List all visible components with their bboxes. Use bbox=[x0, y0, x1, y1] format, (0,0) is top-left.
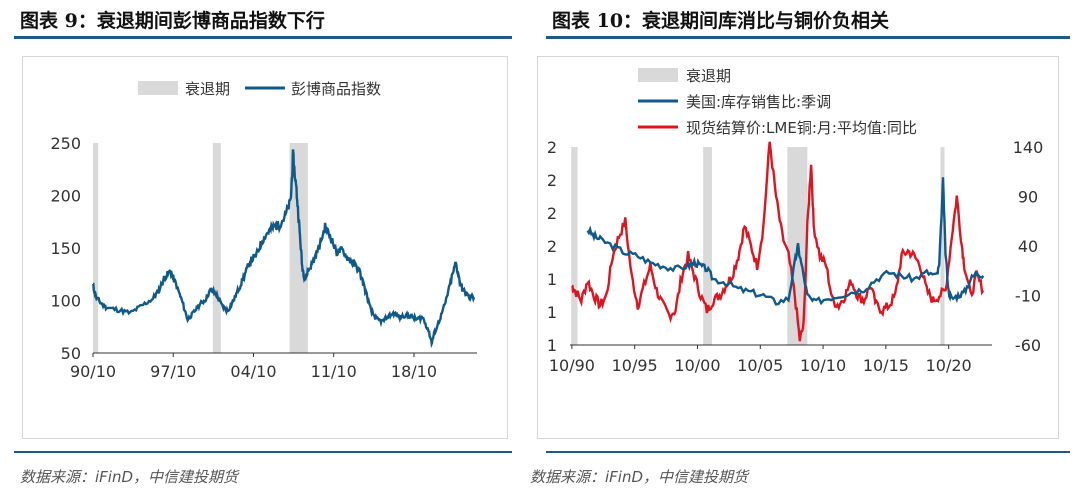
right-y-tick-label: -10 bbox=[1015, 287, 1041, 306]
y-tick-label: 200 bbox=[50, 187, 81, 206]
x-tick-label: 10/20 bbox=[926, 356, 972, 375]
recession-band-4 bbox=[940, 147, 945, 345]
recession-band-1 bbox=[571, 147, 578, 345]
y-tick-label: 250 bbox=[50, 134, 81, 153]
legend-label-recession: 衰退期 bbox=[686, 67, 731, 85]
right-figure-title: 图表 10：衰退期间库消比与铜价负相关 bbox=[552, 10, 890, 32]
left-source-note: 数据来源：iFinD，中信建投期货 bbox=[20, 468, 239, 486]
y-tick-label: 150 bbox=[50, 239, 81, 258]
x-tick-label: 10/00 bbox=[674, 356, 720, 375]
left-y-tick-label: 2 bbox=[547, 138, 557, 157]
x-tick-label: 97/10 bbox=[150, 362, 196, 381]
left-chart-panel: 衰退期 彭博商品指数 50 100 150 200 250 90/10 97/10 04/10 11… bbox=[22, 56, 508, 439]
left-y-tick-label: 1 bbox=[547, 336, 557, 355]
left-y-tick-label: 1 bbox=[547, 303, 557, 322]
right-chart-panel: 衰退期美国:库存销售比:季调现货结算价:LME铜:月:平均值:同比 1 1 1 2 2 2 2… bbox=[537, 56, 1059, 439]
right-source-note: 数据来源：iFinD，中信建投期货 bbox=[530, 468, 749, 486]
left-chart: 衰退期 彭博商品指数 50 100 150 200 250 90/10 97/10 04/10 11… bbox=[50, 80, 477, 381]
x-tick-label: 90/10 bbox=[70, 362, 116, 381]
y-tick-label: 100 bbox=[50, 292, 81, 311]
left-y-tick-label: 2 bbox=[547, 237, 557, 256]
left-y-tick-label: 2 bbox=[547, 171, 557, 190]
y-tick-label: 50 bbox=[61, 344, 81, 363]
x-tick-label: 10/15 bbox=[863, 356, 909, 375]
right-bottom-rule bbox=[546, 451, 1070, 453]
right-y-tick-label: -60 bbox=[1015, 336, 1041, 355]
x-tick-label: 10/05 bbox=[737, 356, 783, 375]
x-tick-label: 04/10 bbox=[230, 362, 276, 381]
recession-band-2 bbox=[703, 147, 712, 345]
left-y-tick-label: 2 bbox=[547, 204, 557, 223]
x-tick-label: 18/10 bbox=[391, 362, 437, 381]
right-y-tick-label: 140 bbox=[1013, 138, 1044, 157]
legend-label-inventory: 美国:库存销售比:季调 bbox=[686, 93, 831, 111]
series-line-inventory-sales bbox=[586, 177, 985, 306]
x-tick-label: 11/10 bbox=[311, 362, 357, 381]
left-title-rule bbox=[14, 36, 512, 39]
legend-label-recession: 衰退期 bbox=[185, 80, 230, 98]
legend-swatch-recession bbox=[638, 68, 678, 82]
recession-band-1 bbox=[93, 143, 99, 353]
legend-label-copper: 现货结算价:LME铜:月:平均值:同比 bbox=[686, 119, 917, 137]
recession-band-2 bbox=[212, 143, 221, 353]
right-title-rule bbox=[546, 36, 1070, 39]
legend-label-bcom: 彭博商品指数 bbox=[291, 80, 381, 98]
right-y-tick-label: 40 bbox=[1018, 237, 1038, 256]
legend-swatch-recession bbox=[138, 81, 178, 95]
series-line-bcom bbox=[92, 149, 476, 349]
x-tick-label: 10/90 bbox=[549, 356, 595, 375]
left-bottom-rule bbox=[14, 451, 512, 453]
x-tick-label: 10/10 bbox=[800, 356, 846, 375]
left-figure-title: 图表 9：衰退期间彭博商品指数下行 bbox=[20, 10, 325, 32]
x-tick-label: 10/95 bbox=[612, 356, 658, 375]
series-line-copper-yoy bbox=[571, 141, 985, 342]
right-y-tick-label: 90 bbox=[1018, 188, 1038, 207]
recession-band-3 bbox=[289, 143, 308, 353]
left-y-tick-label: 1 bbox=[547, 270, 557, 289]
